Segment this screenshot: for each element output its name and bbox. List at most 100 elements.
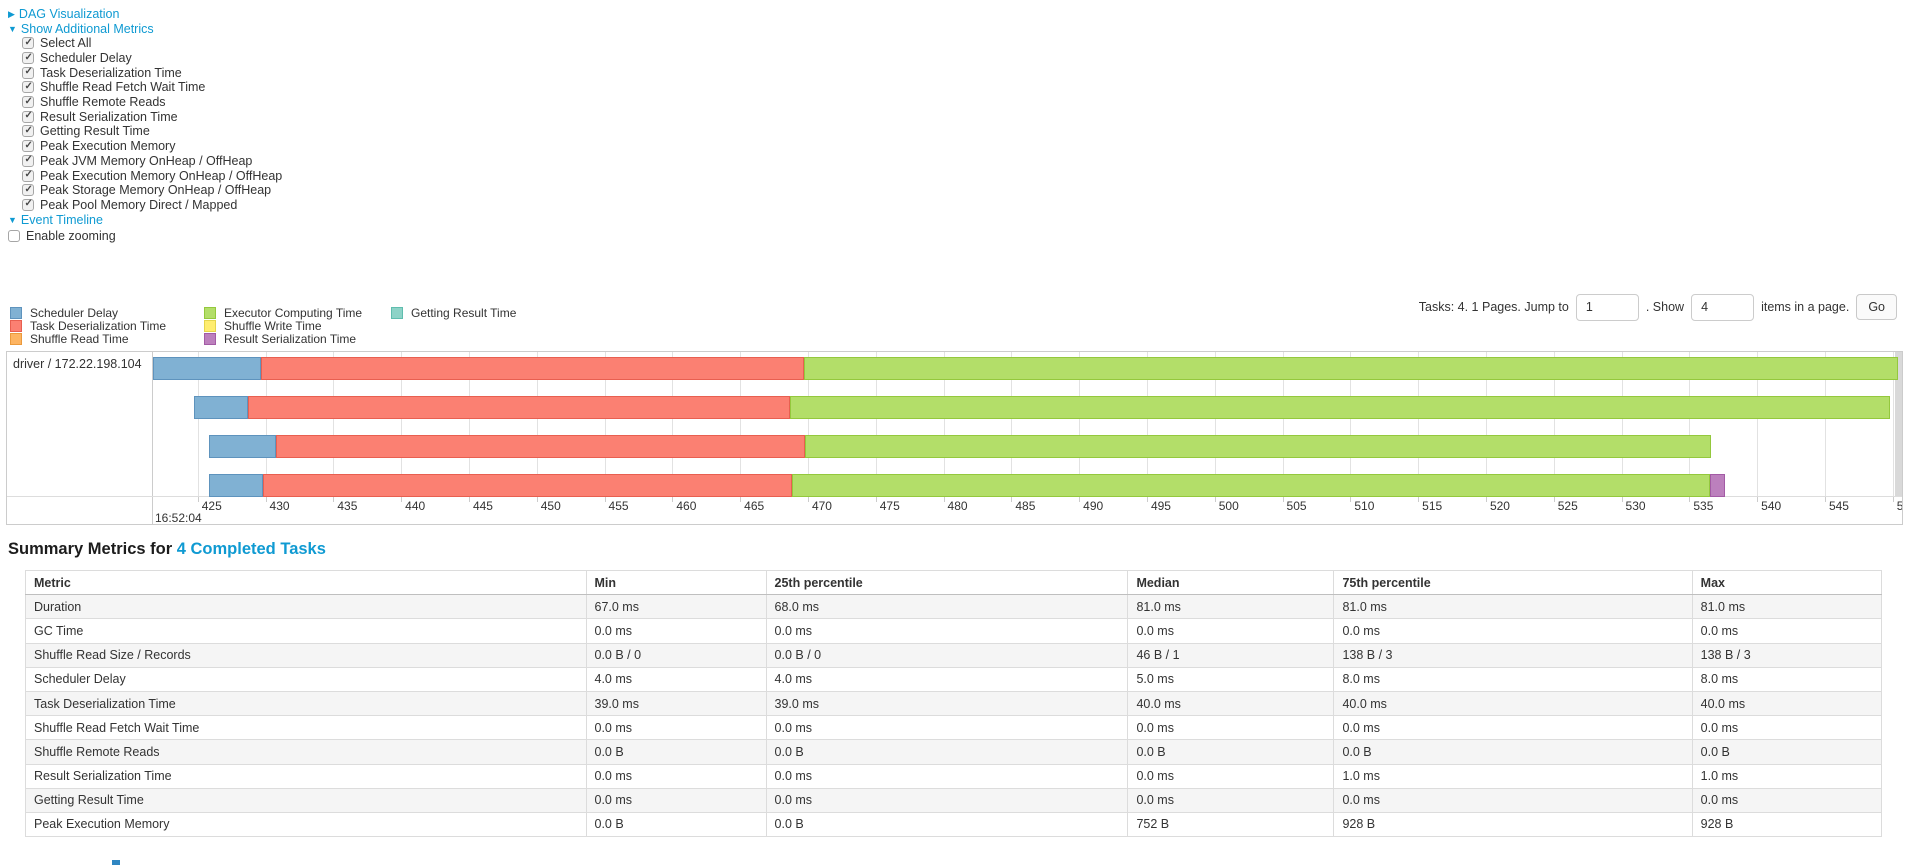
- task-bar-segment-task-deserialization[interactable]: [262, 474, 792, 497]
- task-bar-segment-scheduler-delay[interactable]: [208, 474, 263, 497]
- timeline-tick-label: 470: [811, 499, 832, 513]
- timeline-tick-label: 520: [1489, 499, 1510, 513]
- metric-checkbox-row: Select All: [22, 36, 282, 51]
- metric-checkbox-label: Result Serialization Time: [40, 109, 178, 124]
- timeline-tick: [1892, 497, 1894, 502]
- timeline-tick: [1418, 497, 1420, 502]
- metric-name-cell: Duration: [25, 594, 587, 620]
- metric-checkbox-row: Peak Storage Memory OnHeap / OffHeap: [22, 183, 282, 198]
- summary-metrics-table: Metric Min 25th percentile Median 75th perce…: [25, 569, 1883, 838]
- task-bar-segment-result-serialization[interactable]: [1709, 474, 1725, 497]
- metric-value-cell: 0.0 ms: [765, 787, 1129, 813]
- timeline-tick-label: 445: [472, 499, 493, 513]
- timeline-tick-label: 430: [269, 499, 290, 513]
- metric-name-cell: Scheduler Delay: [25, 666, 587, 692]
- timeline-tick: [468, 497, 470, 502]
- timeline-gridline: [604, 352, 606, 496]
- legend-column: Getting Result Time: [391, 306, 516, 320]
- legend-item-shuffle-read-time: Shuffle Read Time: [10, 331, 166, 346]
- event-timeline-chart: driver / 172.22.198.104 16:52:04 425 430 4…: [6, 351, 1903, 525]
- timeline-gridline: [672, 352, 674, 496]
- task-bar-segment-task-deserialization[interactable]: [261, 357, 804, 380]
- metric-value-cell: 0.0 B: [1333, 739, 1693, 765]
- enable-zooming-checkbox[interactable]: [8, 229, 20, 242]
- metric-value-cell: 4.0 ms: [585, 666, 767, 692]
- metric-checkbox[interactable]: [22, 66, 34, 79]
- legend-swatch-executor-computing-time: [204, 306, 216, 319]
- timeline-tick-label: 500: [1218, 499, 1239, 513]
- metric-checkbox[interactable]: [22, 169, 34, 182]
- metric-checkbox-row: Peak Execution Memory OnHeap / OffHeap: [22, 168, 282, 183]
- stage-page-controls: ▶ DAG Visualization ▼ Show Additional Metr…: [8, 6, 282, 243]
- task-bar-segment-executor-computing[interactable]: [805, 435, 1712, 458]
- timeline-gridline: [1146, 352, 1148, 496]
- timeline-tick: [1350, 497, 1352, 502]
- summary-table-row: Task Deserialization Time 39.0 ms 39.0 ms 4…: [25, 690, 1883, 717]
- summary-column-header: 75th percentile: [1333, 569, 1693, 596]
- task-bar-segment-scheduler-delay[interactable]: [153, 357, 262, 380]
- timeline-group-label: driver / 172.22.198.104: [13, 357, 142, 371]
- timeline-tick-label: 550: [1896, 499, 1903, 513]
- summary-table-header-row: Metric Min 25th percentile Median 75th perce…: [25, 569, 1883, 596]
- timeline-tick-label: 450: [540, 499, 561, 513]
- completed-tasks-link[interactable]: 4 Completed Tasks: [176, 540, 326, 558]
- metric-value-cell: 1.0 ms: [1691, 763, 1883, 789]
- metric-checkbox[interactable]: [22, 184, 34, 197]
- task-bar-segment-executor-computing[interactable]: [803, 357, 1899, 380]
- timeline-tick: [333, 497, 335, 502]
- task-bar-segment-task-deserialization[interactable]: [247, 396, 791, 419]
- metric-checkbox-row: Result Serialization Time: [22, 109, 282, 124]
- timeline-tick: [1757, 497, 1759, 502]
- metric-value-cell: 0.0 ms: [1691, 715, 1883, 741]
- metric-checkbox[interactable]: [22, 37, 34, 50]
- metric-value-cell: 0.0 ms: [1127, 763, 1335, 789]
- timeline-gridline: [536, 352, 538, 496]
- metric-checkbox-row: Scheduler Delay: [22, 51, 282, 66]
- metric-value-cell: 0.0 B: [1691, 739, 1883, 765]
- dag-visualization-toggle[interactable]: ▶ DAG Visualization: [8, 6, 120, 21]
- legend-label: Shuffle Read Time: [30, 331, 129, 346]
- task-bar-segment-executor-computing[interactable]: [790, 396, 1891, 419]
- metric-checkbox[interactable]: [22, 81, 34, 94]
- show-additional-metrics-toggle[interactable]: ▼ Show Additional Metrics: [8, 21, 154, 36]
- items-per-page-input[interactable]: [1691, 293, 1755, 321]
- timeline-right-edge-strip: [1895, 352, 1902, 496]
- timeline-tick: [401, 497, 403, 502]
- jump-to-page-input[interactable]: [1575, 293, 1639, 321]
- legend-label: Result Serialization Time: [224, 331, 357, 346]
- metric-checkbox[interactable]: [22, 154, 34, 167]
- timeline-tick-label: 535: [1693, 499, 1714, 513]
- legend-swatch-task-deserialization-time: [10, 319, 22, 332]
- timeline-gridline: [875, 352, 877, 496]
- metric-value-cell: 46 B / 1: [1127, 642, 1335, 668]
- metric-checkbox[interactable]: [22, 96, 34, 109]
- go-button[interactable]: Go: [1856, 294, 1897, 320]
- metric-value-cell: 0.0 ms: [585, 715, 767, 741]
- metric-checkbox[interactable]: [22, 125, 34, 138]
- summary-column-header: 25th percentile: [765, 569, 1129, 596]
- metric-value-cell: 81.0 ms: [1127, 594, 1335, 620]
- task-bar-segment-scheduler-delay[interactable]: [193, 396, 248, 419]
- timeline-tick: [1282, 497, 1284, 502]
- timeline-tick: [1146, 497, 1148, 502]
- metric-checkbox[interactable]: [22, 52, 34, 65]
- timeline-tick: [672, 497, 674, 502]
- task-bar-segment-task-deserialization[interactable]: [276, 435, 806, 458]
- metric-checkbox[interactable]: [22, 198, 34, 211]
- metric-value-cell: 0.0 ms: [765, 763, 1129, 789]
- metric-name-cell: Shuffle Remote Reads: [25, 739, 587, 765]
- summary-table-row: GC Time 0.0 ms 0.0 ms 0.0 ms 0.0 ms 0.0 ms: [25, 618, 1883, 644]
- metric-checkbox-row: Peak Execution Memory: [22, 139, 282, 154]
- task-bar-segment-executor-computing[interactable]: [791, 474, 1710, 497]
- metric-checkbox[interactable]: [22, 110, 34, 123]
- timeline-tick: [943, 497, 945, 502]
- timeline-tick: [1621, 497, 1623, 502]
- event-timeline-toggle[interactable]: ▼ Event Timeline: [8, 212, 103, 227]
- legend-item-executor-computing-time: Executor Computing Time: [204, 306, 362, 320]
- timeline-gridline: [1824, 352, 1826, 496]
- metric-value-cell: 0.0 ms: [1127, 715, 1335, 741]
- task-bar-segment-scheduler-delay[interactable]: [208, 435, 277, 458]
- metric-checkbox[interactable]: [22, 140, 34, 153]
- legend-item-getting-result-time: Getting Result Time: [391, 306, 516, 320]
